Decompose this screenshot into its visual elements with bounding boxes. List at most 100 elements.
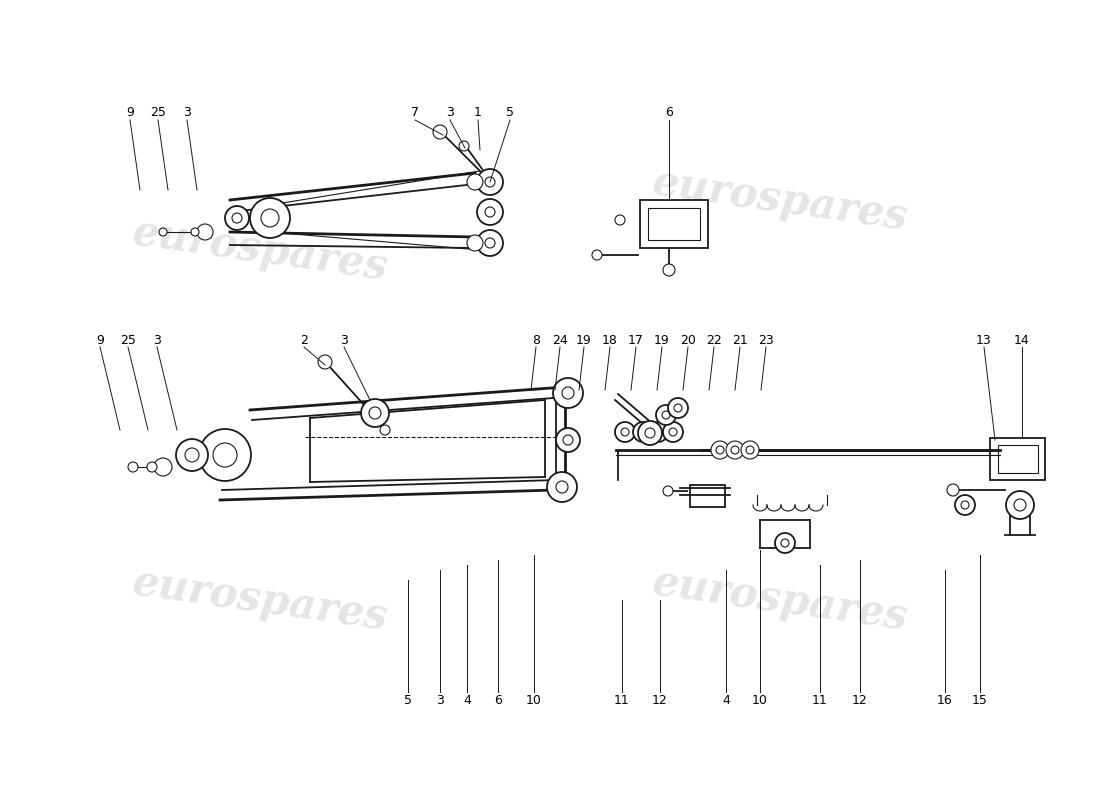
- Text: 9: 9: [96, 334, 103, 346]
- Text: 18: 18: [602, 334, 618, 346]
- Text: 16: 16: [937, 694, 953, 706]
- Circle shape: [654, 428, 662, 436]
- Circle shape: [477, 230, 503, 256]
- Bar: [690, 485, 725, 507]
- Text: 23: 23: [758, 334, 774, 346]
- Circle shape: [556, 428, 580, 452]
- Circle shape: [615, 422, 635, 442]
- Text: 5: 5: [404, 694, 412, 706]
- Circle shape: [1006, 491, 1034, 519]
- Circle shape: [368, 407, 381, 419]
- Circle shape: [250, 198, 290, 238]
- Text: 22: 22: [706, 334, 722, 346]
- Text: 4: 4: [722, 694, 730, 706]
- Circle shape: [663, 422, 683, 442]
- Circle shape: [147, 462, 157, 472]
- Text: 13: 13: [976, 334, 992, 346]
- Text: 11: 11: [812, 694, 828, 706]
- Text: 3: 3: [340, 334, 348, 346]
- Text: 3: 3: [153, 334, 161, 346]
- Circle shape: [433, 125, 447, 139]
- Text: 25: 25: [150, 106, 166, 119]
- Circle shape: [648, 422, 668, 442]
- Circle shape: [553, 378, 583, 408]
- Circle shape: [160, 228, 167, 236]
- Text: 3: 3: [436, 694, 444, 706]
- Circle shape: [485, 177, 495, 187]
- Text: eurospares: eurospares: [649, 162, 911, 238]
- Text: 1: 1: [474, 106, 482, 119]
- Text: 5: 5: [506, 106, 514, 119]
- Circle shape: [781, 539, 789, 547]
- Circle shape: [592, 250, 602, 260]
- Circle shape: [645, 428, 654, 438]
- Circle shape: [955, 495, 975, 515]
- Circle shape: [674, 404, 682, 412]
- Text: 10: 10: [752, 694, 768, 706]
- Circle shape: [711, 441, 729, 459]
- Circle shape: [563, 435, 573, 445]
- Circle shape: [547, 472, 578, 502]
- Text: 9: 9: [126, 106, 134, 119]
- Circle shape: [128, 462, 138, 472]
- Text: 19: 19: [654, 334, 670, 346]
- Text: 4: 4: [463, 694, 471, 706]
- Circle shape: [226, 206, 249, 230]
- Circle shape: [213, 443, 236, 467]
- Text: 6: 6: [494, 694, 502, 706]
- Circle shape: [468, 174, 483, 190]
- Bar: [998, 445, 1038, 473]
- Circle shape: [1014, 499, 1026, 511]
- Circle shape: [638, 421, 662, 445]
- Text: 15: 15: [972, 694, 988, 706]
- Circle shape: [468, 235, 483, 251]
- Circle shape: [615, 215, 625, 225]
- Text: 11: 11: [614, 694, 630, 706]
- Text: 21: 21: [733, 334, 748, 346]
- Circle shape: [656, 405, 676, 425]
- Circle shape: [669, 428, 676, 436]
- Circle shape: [961, 501, 969, 509]
- Text: 17: 17: [628, 334, 643, 346]
- Bar: [640, 200, 708, 248]
- Circle shape: [232, 213, 242, 223]
- Circle shape: [663, 264, 675, 276]
- Text: 8: 8: [532, 334, 540, 346]
- Text: 2: 2: [300, 334, 308, 346]
- Text: 19: 19: [576, 334, 592, 346]
- Text: 14: 14: [1014, 334, 1030, 346]
- Text: 10: 10: [526, 694, 542, 706]
- Circle shape: [556, 481, 568, 493]
- Circle shape: [154, 458, 172, 476]
- Circle shape: [199, 429, 251, 481]
- Circle shape: [176, 439, 208, 471]
- Bar: [990, 438, 1045, 480]
- Text: 20: 20: [680, 334, 696, 346]
- Text: eurospares: eurospares: [649, 562, 911, 638]
- Circle shape: [197, 224, 213, 240]
- Circle shape: [477, 169, 503, 195]
- Text: 3: 3: [447, 106, 454, 119]
- Circle shape: [562, 387, 574, 399]
- Circle shape: [639, 428, 647, 436]
- Text: 25: 25: [120, 334, 136, 346]
- Circle shape: [776, 533, 795, 553]
- Text: eurospares: eurospares: [130, 562, 390, 638]
- Circle shape: [741, 441, 759, 459]
- Circle shape: [318, 355, 332, 369]
- Circle shape: [379, 425, 390, 435]
- Circle shape: [485, 207, 495, 217]
- Circle shape: [477, 199, 503, 225]
- Bar: [648, 208, 700, 240]
- Text: 12: 12: [852, 694, 868, 706]
- Circle shape: [732, 446, 739, 454]
- Text: 12: 12: [652, 694, 668, 706]
- Circle shape: [191, 228, 199, 236]
- Text: 3: 3: [183, 106, 191, 119]
- Text: 6: 6: [666, 106, 673, 119]
- Circle shape: [947, 484, 959, 496]
- Circle shape: [716, 446, 724, 454]
- Circle shape: [668, 398, 688, 418]
- Circle shape: [261, 209, 279, 227]
- Circle shape: [726, 441, 744, 459]
